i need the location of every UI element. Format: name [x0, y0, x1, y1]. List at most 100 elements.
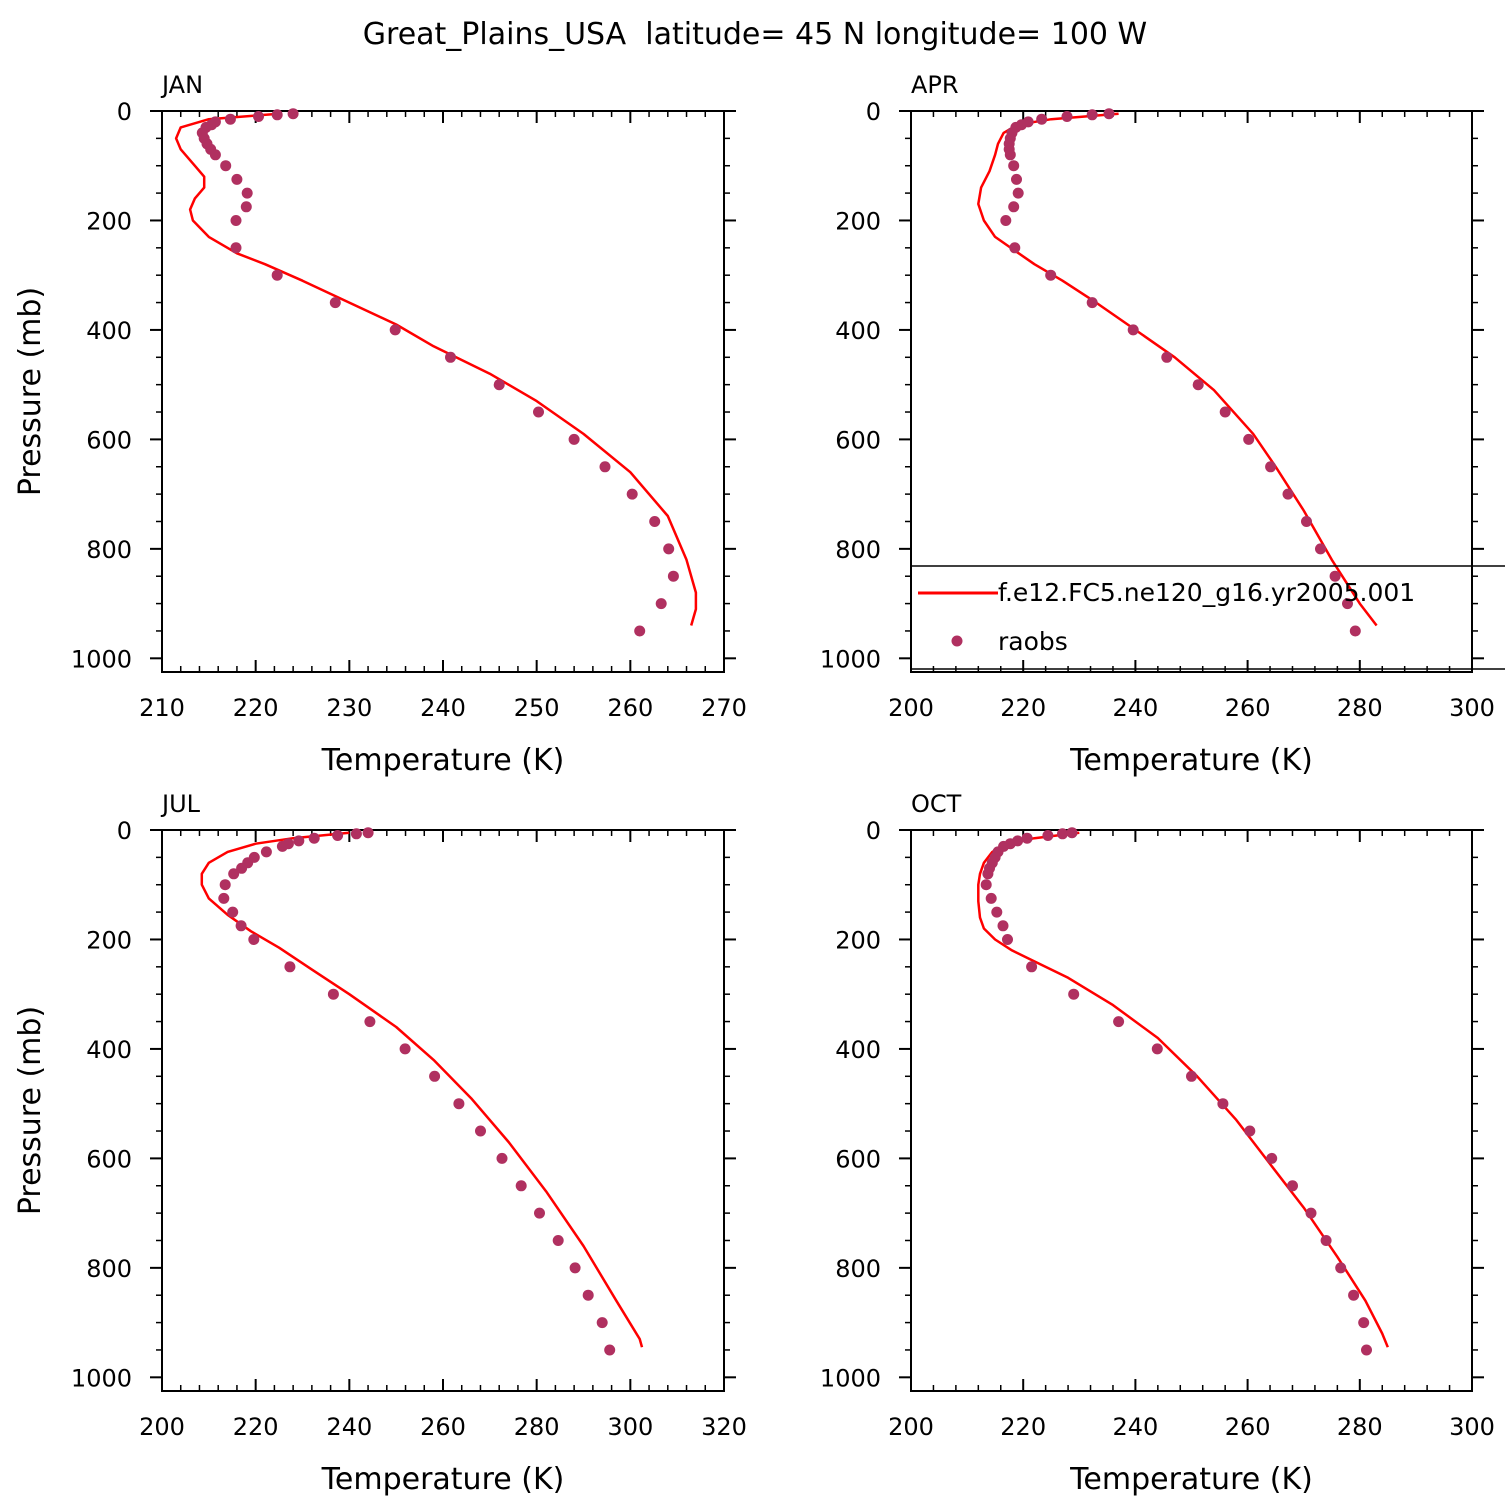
raobs-point [1103, 108, 1115, 120]
panel-title: OCT [911, 790, 962, 818]
raobs-point [1045, 269, 1057, 281]
raobs-point [332, 830, 344, 841]
raobs-point [240, 201, 252, 213]
raobs-point [1127, 324, 1139, 336]
raobs-point [1086, 297, 1098, 309]
raobs-point [1012, 187, 1024, 199]
x-tick-label: 280 [1337, 1413, 1383, 1441]
y-tick-label: 400 [835, 317, 881, 345]
raobs-point [1329, 570, 1341, 582]
raobs-point [596, 1317, 608, 1329]
x-tick-label: 240 [1112, 694, 1158, 722]
raobs-point [1068, 988, 1080, 1000]
raobs-point [980, 879, 992, 891]
x-tick-label: 260 [1225, 1413, 1271, 1441]
x-tick-label: 240 [326, 1413, 372, 1441]
y-tick-label: 800 [86, 1255, 132, 1283]
raobs-point [534, 1207, 545, 1219]
raobs-point [569, 1262, 581, 1274]
raobs-point [293, 835, 305, 847]
x-axis-label: Temperature (K) [321, 743, 565, 778]
y-tick-label: 800 [835, 1255, 881, 1283]
panel-title: JUL [160, 790, 201, 818]
raobs-point [1361, 1344, 1372, 1356]
x-tick-label: 220 [1000, 1413, 1046, 1441]
x-axis-label: Temperature (K) [1069, 743, 1313, 778]
raobs-point [248, 934, 260, 945]
panel-oct: 200 220 240 260 280 300 0 200 400 600 800 1000 OCT Te… [820, 790, 1495, 1497]
x-axis-label: Temperature (K) [1069, 1462, 1313, 1497]
y-axis-label: Pressure (mb) [13, 287, 48, 496]
x-tick-label: 220 [233, 1413, 279, 1441]
raobs-point [1265, 461, 1277, 473]
raobs-point [1009, 242, 1021, 254]
raobs-point [329, 297, 341, 309]
x-tick-label: 260 [420, 1413, 466, 1441]
raobs-point [1036, 113, 1048, 125]
panel-title: JAN [160, 71, 203, 99]
x-tick-label: 220 [1000, 694, 1046, 722]
raobs-point [389, 324, 401, 336]
raobs-point [327, 988, 339, 1000]
raobs-point [552, 1235, 564, 1246]
x-tick-label: 320 [701, 1413, 747, 1441]
x-tick-label: 270 [701, 694, 747, 722]
y-tick-label: 1000 [71, 645, 132, 673]
y-tick-label: 400 [835, 1036, 881, 1064]
y-tick-label: 1000 [71, 1364, 132, 1392]
raobs-point [241, 187, 253, 199]
legend-marker-swatch [951, 635, 963, 647]
raobs-point [667, 570, 679, 582]
raobs-point [1113, 1016, 1125, 1028]
raobs-point [997, 920, 1009, 932]
y-tick-label: 400 [86, 317, 132, 345]
raobs-point [1066, 827, 1078, 839]
raobs-point [496, 1152, 508, 1164]
y-tick-label: 200 [835, 926, 881, 954]
x-tick-label: 240 [1112, 1413, 1158, 1441]
model-line-series [200, 831, 644, 1348]
raobs-point [1287, 1180, 1298, 1192]
raobs-point [227, 906, 239, 918]
raobs-point [1026, 961, 1038, 973]
raobs-point [634, 625, 646, 637]
y-tick-label: 200 [835, 207, 881, 235]
raobs-point [1305, 1207, 1317, 1219]
raobs-point [533, 406, 544, 418]
y-tick-label: 800 [835, 536, 881, 564]
y-tick-label: 1000 [820, 645, 881, 673]
y-tick-label: 200 [86, 926, 132, 954]
raobs-point [230, 242, 242, 254]
raobs-point [284, 961, 296, 973]
y-tick-label: 0 [117, 98, 132, 126]
raobs-point [308, 832, 320, 844]
x-tick-label: 300 [607, 1413, 653, 1441]
raobs-point [1219, 406, 1231, 418]
raobs-point [1008, 160, 1020, 172]
x-tick-label: 260 [607, 694, 653, 722]
x-tick-label: 200 [888, 694, 934, 722]
x-tick-label: 260 [1225, 694, 1271, 722]
raobs-point [1002, 934, 1013, 945]
raobs-point [219, 879, 231, 891]
raobs-point [1315, 543, 1326, 555]
raobs-point [1004, 149, 1016, 161]
raobs-point [663, 543, 675, 555]
raobs-point [568, 433, 580, 445]
x-tick-label: 250 [514, 694, 560, 722]
raobs-point [276, 840, 288, 852]
raobs-point [1057, 828, 1068, 840]
plot-frame [910, 110, 1473, 673]
raobs-point [626, 488, 638, 500]
raobs-point [236, 862, 248, 874]
y-tick-label: 1000 [820, 1364, 881, 1392]
raobs-point [1161, 351, 1173, 363]
raobs-point [271, 269, 283, 281]
raobs-point [399, 1043, 411, 1055]
raobs-point [1342, 598, 1353, 610]
y-axis-label: Pressure (mb) [13, 1006, 48, 1215]
raobs-point [1151, 1043, 1163, 1055]
raobs-point [1358, 1317, 1370, 1329]
x-tick-label: 300 [1449, 1413, 1495, 1441]
y-tick-label: 200 [86, 207, 132, 235]
